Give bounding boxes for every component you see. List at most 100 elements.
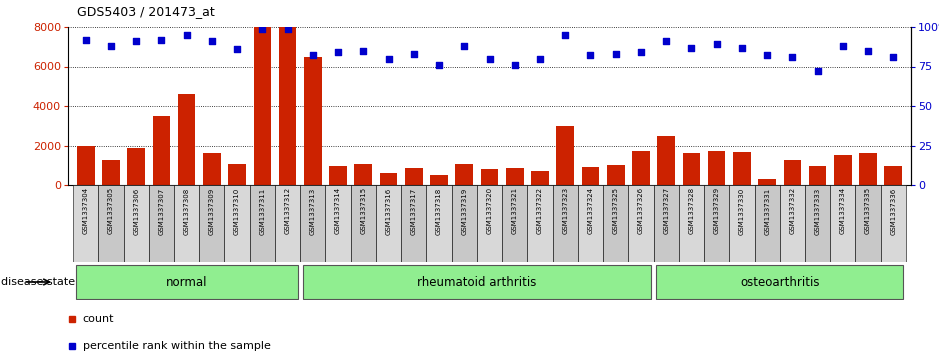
Point [356,48,371,54]
Bar [528,185,552,262]
Text: GSM1337331: GSM1337331 [764,187,770,234]
Bar [531,171,548,185]
Bar [808,166,826,185]
Bar [855,185,881,262]
Bar [654,185,679,262]
Point [507,62,522,68]
Bar [430,175,448,185]
Point [583,53,598,58]
Text: GSM1337324: GSM1337324 [588,187,593,234]
Bar [885,166,902,185]
Text: GSM1337330: GSM1337330 [739,187,745,234]
Point [381,56,396,61]
Point [734,45,749,50]
Bar [275,185,300,262]
Text: GSM1337314: GSM1337314 [335,187,341,234]
Text: GSM1337304: GSM1337304 [83,187,88,234]
Point [608,51,623,57]
Text: GSM1337313: GSM1337313 [310,187,316,234]
Text: GSM1337311: GSM1337311 [259,187,266,234]
Point [709,41,724,47]
Text: percentile rank within the sample: percentile rank within the sample [83,341,270,351]
Point [482,56,497,61]
Text: GSM1337327: GSM1337327 [663,187,670,234]
Bar [304,57,322,185]
Text: GSM1337328: GSM1337328 [688,187,695,234]
Bar [577,185,603,262]
Bar [581,167,599,185]
Bar [452,185,477,262]
Text: GSM1337318: GSM1337318 [436,187,442,234]
Point [532,56,547,61]
Point [456,43,471,49]
Point [810,68,825,74]
Point [658,38,673,44]
Bar [632,151,650,185]
Bar [376,185,401,262]
Bar [250,185,275,262]
Point [230,46,245,52]
Bar [830,185,855,262]
Bar [557,126,574,185]
Point [254,26,269,32]
Bar [628,185,654,262]
Bar [203,154,221,185]
Point [205,38,220,44]
Text: GSM1337329: GSM1337329 [714,187,719,234]
Text: GSM1337315: GSM1337315 [361,187,366,234]
Text: GSM1337321: GSM1337321 [512,187,517,234]
Point [78,37,93,42]
Bar [99,185,124,262]
Bar [683,154,700,185]
Bar [603,185,628,262]
Bar [759,179,776,185]
Bar [148,185,174,262]
Point [331,49,346,55]
Bar [73,185,99,262]
Text: GSM1337323: GSM1337323 [562,187,568,234]
Text: GSM1337317: GSM1337317 [410,187,417,234]
Bar [730,185,755,262]
Text: GSM1337326: GSM1337326 [638,187,644,234]
Point [305,53,320,58]
Bar [77,146,95,185]
Point [785,54,800,60]
Bar [477,185,502,262]
Text: GSM1337333: GSM1337333 [815,187,821,234]
Bar [177,94,195,185]
Bar [704,185,730,262]
Bar [174,185,199,262]
Bar [481,169,499,185]
Text: GSM1337316: GSM1337316 [386,187,392,234]
Bar [657,136,675,185]
Point [154,37,169,42]
Bar [679,185,704,262]
Text: GSM1337336: GSM1337336 [890,187,897,234]
Point [885,54,901,60]
Bar [228,164,246,185]
Bar [405,168,423,185]
Point [407,51,422,57]
Text: GSM1337332: GSM1337332 [790,187,795,234]
Point [129,38,144,44]
Text: GSM1337308: GSM1337308 [184,187,190,234]
Text: rheumatoid arthritis: rheumatoid arthritis [417,276,536,289]
Bar [300,185,326,262]
Bar [401,185,426,262]
Bar [279,27,297,185]
Bar [656,265,903,299]
Point [432,62,447,68]
Bar [102,160,120,185]
Text: GSM1337312: GSM1337312 [285,187,290,234]
Point [103,43,118,49]
Bar [354,164,372,185]
Text: osteoarthritis: osteoarthritis [740,276,820,289]
Bar [302,265,651,299]
Text: GSM1337305: GSM1337305 [108,187,114,234]
Text: disease state: disease state [1,277,75,287]
Text: GSM1337309: GSM1337309 [208,187,215,234]
Point [860,48,875,54]
Bar [552,185,577,262]
Bar [350,185,376,262]
Text: GSM1337306: GSM1337306 [133,187,139,234]
